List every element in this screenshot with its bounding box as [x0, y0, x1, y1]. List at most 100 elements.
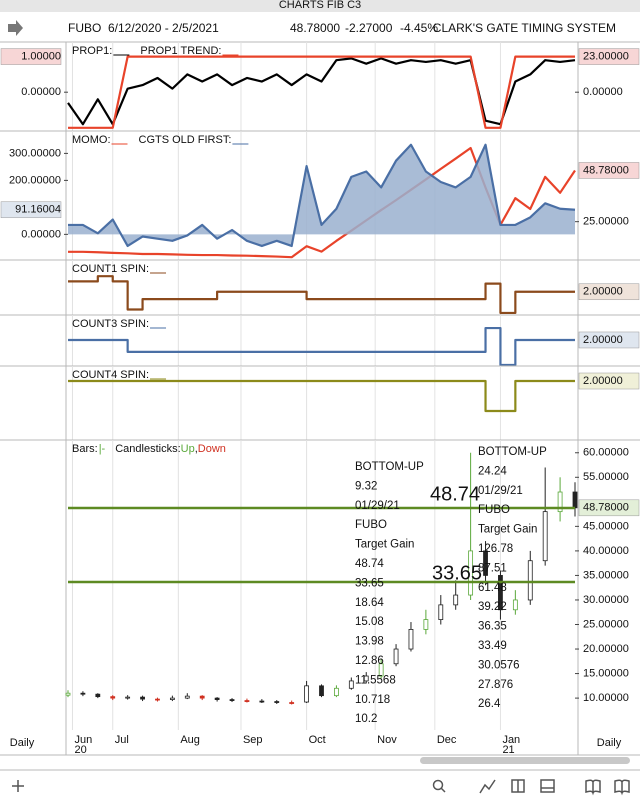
tick-label: 200.00000: [9, 174, 61, 186]
annotation: BOTTOM-UP: [355, 461, 424, 473]
candle-body: [572, 491, 578, 509]
target-label: 48.74: [430, 483, 480, 505]
candle-body: [214, 697, 220, 700]
system-name: CLARK'S GATE TIMING SYSTEM: [433, 21, 616, 35]
candle-body: [348, 680, 354, 689]
search-icon[interactable]: [432, 779, 444, 791]
candle-body: [378, 663, 384, 677]
legend-part: |-: [99, 443, 106, 455]
period-right[interactable]: Daily: [597, 737, 622, 749]
series-line: [68, 55, 575, 129]
candle-body: [125, 696, 131, 699]
candle-body: [229, 699, 235, 701]
chart-icon[interactable]: [479, 779, 496, 794]
value-marker: [578, 372, 640, 390]
candle-body: [304, 685, 309, 703]
annotation: 01/29/21: [355, 500, 400, 512]
annotation: 15.08: [355, 616, 384, 628]
annotation: BOTTOM-UP: [478, 446, 547, 458]
candle-body: [393, 648, 399, 665]
change-pct: -4.45%: [400, 21, 438, 35]
forward-icon[interactable]: [8, 20, 23, 36]
year-label: 20: [74, 744, 86, 756]
candle-body: [423, 619, 429, 630]
legend-label: CGTS OLD FIRST:: [139, 134, 232, 146]
tick-label: 0.00000: [21, 86, 61, 98]
series-line: [67, 57, 576, 126]
annotation: 30.0576: [478, 659, 520, 671]
candle-body: [542, 511, 548, 562]
year-label: 21: [502, 744, 514, 756]
candle-body: [468, 550, 474, 596]
x-tick-label: Jun: [74, 734, 92, 746]
marker-label: 2.00000: [583, 375, 623, 387]
annotation: 01/29/21: [478, 485, 523, 497]
tick-label: 25.00000: [583, 216, 629, 228]
candle-body: [453, 594, 459, 606]
candle-body: [319, 685, 324, 697]
annotation: 126.78: [478, 543, 513, 555]
x-tick-label: Oct: [309, 734, 326, 746]
candle-body: [438, 604, 444, 620]
tick-label: 300.00000: [9, 147, 61, 159]
series-line: [68, 379, 575, 413]
header-bar: [0, 12, 640, 42]
x-tick-label: Jul: [115, 734, 129, 746]
value-marker: [578, 283, 640, 301]
legend-label: COUNT4 SPIN:: [72, 369, 149, 381]
search-icon-handle: [440, 787, 446, 793]
tick-label: 40.00000: [583, 545, 629, 557]
layout-icon[interactable]: [540, 779, 555, 793]
tick-label: 30.00000: [583, 594, 629, 606]
legend-label: MOMO:: [72, 134, 111, 146]
value-marker: [578, 331, 640, 349]
marker-label: 91.16004: [15, 204, 61, 216]
annotation: Target Gain: [478, 524, 537, 536]
annotation: 39.22: [478, 601, 507, 613]
marker-label: 1.00000: [21, 51, 61, 63]
period-left[interactable]: Daily: [10, 737, 35, 749]
book-icon-2[interactable]: [614, 779, 630, 796]
candle-body: [155, 698, 160, 701]
scrollbar[interactable]: [420, 757, 630, 764]
tick-label: 25.00000: [583, 618, 629, 630]
annotation: 26.4: [478, 698, 501, 710]
candle-body: [110, 696, 116, 699]
candle-body: [140, 696, 145, 700]
annotation: 27.876: [478, 679, 513, 691]
value-marker: [0, 48, 62, 65]
annotation: 13.98: [355, 636, 384, 648]
last-price: 48.78000: [290, 21, 340, 35]
tick-label: 55.00000: [583, 471, 629, 483]
annotation: FUBO: [355, 519, 387, 531]
series-line: [68, 146, 576, 259]
candle-body: [244, 700, 250, 702]
change: -2.27000: [345, 21, 393, 35]
candle-body: [334, 687, 339, 697]
candle-body: [80, 692, 86, 695]
x-tick-label: Dec: [437, 734, 457, 746]
frame: [0, 41, 640, 756]
legend-label: COUNT1 SPIN:: [72, 263, 149, 275]
book-icon[interactable]: [585, 779, 601, 796]
legend-part: Bars:: [72, 443, 98, 455]
candle-body: [527, 560, 533, 601]
annotation: 12.86: [355, 655, 384, 667]
legend-label: COUNT3 SPIN:: [72, 318, 149, 330]
target-label: 33.65: [432, 562, 482, 584]
legend: Bars:|- Candlesticks:Up,Down: [72, 443, 226, 455]
candle-body: [408, 629, 414, 650]
add-icon[interactable]: [12, 780, 24, 792]
annotation: Target Gain: [355, 539, 414, 551]
legend-part: ,: [195, 443, 198, 455]
legend-label: PROP1 TREND:: [140, 45, 221, 57]
candle-body: [274, 701, 280, 703]
tick-label: 20.00000: [583, 643, 629, 655]
annotation: 33.65: [355, 577, 384, 589]
annotation: 10.2: [355, 713, 377, 725]
x-tick-label: Aug: [180, 734, 200, 746]
tick-label: 60.00000: [583, 447, 629, 459]
value-marker: [578, 162, 640, 179]
annotation: 24.24: [478, 465, 507, 477]
tick-label: 0.00000: [21, 228, 61, 240]
